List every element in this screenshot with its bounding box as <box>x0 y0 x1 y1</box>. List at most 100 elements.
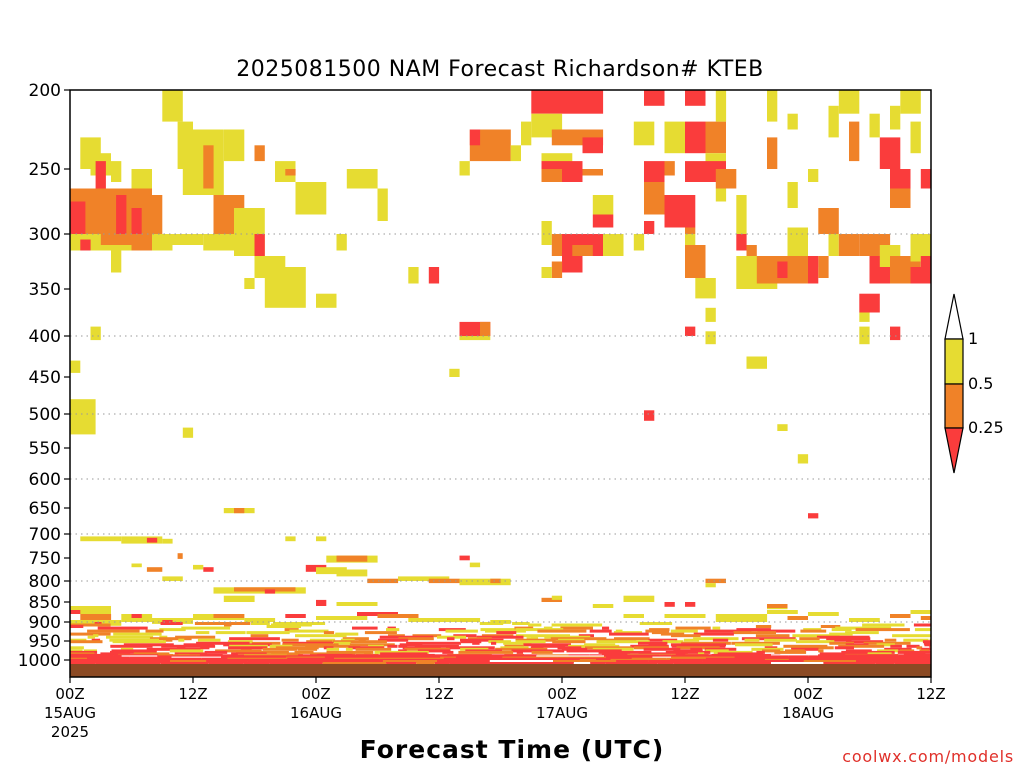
ri-cell <box>223 595 255 602</box>
ri-cell <box>762 649 781 653</box>
ri-cell <box>294 650 314 654</box>
ri-cell <box>345 647 353 651</box>
ri-cell <box>644 161 665 182</box>
ri-cell <box>582 169 603 176</box>
x-tick-label: 15AUG <box>44 704 96 722</box>
ri-cell <box>234 508 245 514</box>
credit-text: coolwx.com/models <box>842 747 1014 766</box>
ri-cell <box>541 267 552 278</box>
ri-cell <box>551 234 563 256</box>
y-tick-label: 500 <box>29 405 61 425</box>
ri-cell <box>159 628 186 632</box>
ri-cell <box>70 201 86 234</box>
ri-cell <box>200 646 210 650</box>
ri-cell <box>172 234 204 245</box>
grid-lines <box>70 233 931 623</box>
ri-cell <box>890 169 911 189</box>
ri-cell <box>460 647 489 651</box>
ri-cell <box>496 631 517 635</box>
ri-cell <box>297 647 318 651</box>
ri-cell <box>704 629 752 633</box>
ri-cell <box>174 652 207 656</box>
ri-cell <box>744 638 760 642</box>
ri-cell <box>170 660 207 663</box>
colorbar-upper-extension <box>944 293 964 340</box>
y-tick-label: 950 <box>29 632 61 652</box>
ri-cell <box>757 629 796 633</box>
ri-cell <box>275 646 319 650</box>
ri-cell <box>845 631 879 635</box>
ri-cell <box>651 631 669 635</box>
ri-cell <box>589 629 612 633</box>
ri-cell <box>791 647 819 651</box>
ri-cell <box>406 641 461 645</box>
ri-cell <box>808 169 819 182</box>
ri-cell <box>204 650 228 654</box>
ri-cell <box>203 567 214 572</box>
ri-cell <box>675 626 711 630</box>
ri-cell <box>480 321 491 336</box>
ri-cell <box>316 660 383 663</box>
ri-cell <box>295 634 347 638</box>
ri-cell <box>922 640 931 644</box>
y-tick-label: 350 <box>29 280 61 300</box>
ri-cell <box>551 261 563 278</box>
ri-cell <box>408 267 419 284</box>
ri-cell <box>572 245 593 256</box>
ri-cell <box>336 234 347 251</box>
ri-cell <box>846 640 884 644</box>
ri-cell <box>751 647 784 651</box>
ri-cell <box>767 610 798 614</box>
terrain-bar <box>70 664 931 677</box>
ri-cell <box>831 628 852 632</box>
ri-cell <box>100 652 131 656</box>
ri-cell <box>818 649 824 653</box>
y-tick-label: 600 <box>29 470 61 490</box>
ri-cell <box>162 620 173 624</box>
ri-cell <box>828 105 839 138</box>
ri-cell <box>160 622 183 625</box>
x-tick-label: 2025 <box>51 723 89 741</box>
ri-cell <box>633 121 655 146</box>
ri-cell <box>472 641 480 645</box>
x-tick-label: 12Z <box>178 685 207 703</box>
ri-cell <box>633 234 645 251</box>
ri-cell <box>736 234 747 251</box>
ri-cell <box>834 646 854 650</box>
ri-cell <box>664 614 706 618</box>
ri-cell <box>316 293 337 308</box>
ri-cell <box>562 256 583 273</box>
ri-cell <box>592 604 614 608</box>
ri-cell <box>111 250 122 273</box>
colorbar-lower-extension <box>944 427 964 474</box>
ri-cell <box>531 650 553 654</box>
ri-cell <box>644 90 665 106</box>
ri-cell <box>685 326 696 336</box>
ri-cell <box>920 256 932 267</box>
ri-cell <box>702 660 743 663</box>
ri-cell <box>162 90 183 122</box>
ri-cell <box>281 638 299 642</box>
colorbar-tick-label: 1 <box>968 329 978 348</box>
ri-cell <box>458 650 514 654</box>
ri-cell <box>162 538 173 544</box>
ri-cell <box>269 662 323 665</box>
ri-cell <box>733 631 776 635</box>
ri-cell <box>787 113 798 130</box>
ri-cell <box>70 399 96 435</box>
ri-cell <box>111 161 122 182</box>
ri-cell <box>70 640 103 644</box>
ri-cell <box>715 90 727 122</box>
ri-cell <box>705 578 726 584</box>
ri-cell <box>849 618 880 622</box>
ri-cell <box>93 634 99 638</box>
ri-cell <box>459 161 470 176</box>
x-tick-label: 00Z <box>547 685 576 703</box>
ri-cell <box>623 614 644 618</box>
y-tick-label: 800 <box>29 572 61 592</box>
ri-cell <box>449 368 460 377</box>
ri-cell <box>639 622 673 625</box>
ri-cell <box>386 628 400 632</box>
ri-cell <box>819 652 867 656</box>
ri-cell <box>334 641 351 645</box>
